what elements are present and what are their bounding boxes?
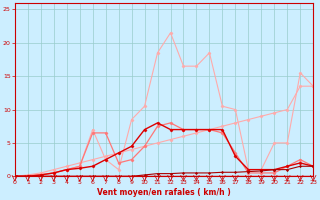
X-axis label: Vent moyen/en rafales ( km/h ): Vent moyen/en rafales ( km/h ) xyxy=(97,188,231,197)
